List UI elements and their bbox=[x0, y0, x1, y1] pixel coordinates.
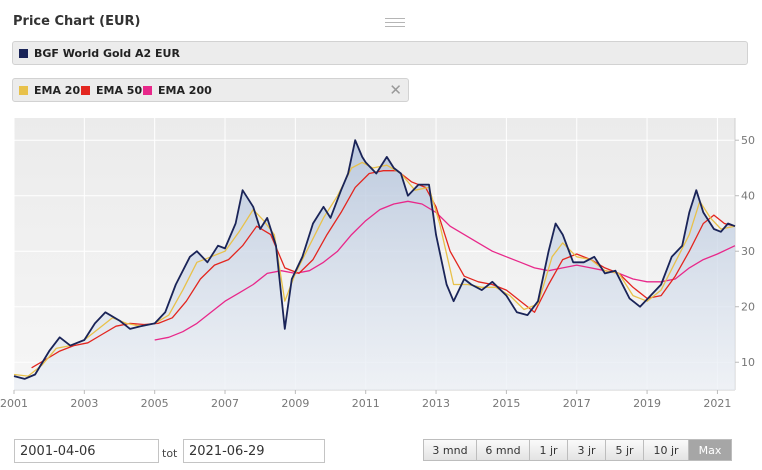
series-legend-bar: BGF World Gold A2 EUR bbox=[12, 41, 748, 65]
ema-200-color-swatch bbox=[143, 86, 152, 95]
x-tick-label: 2013 bbox=[422, 397, 450, 410]
range-button-10-jr[interactable]: 10 jr bbox=[644, 439, 689, 461]
legend-item-ema-50[interactable]: EMA 50 bbox=[81, 84, 142, 97]
x-tick-label: 2019 bbox=[633, 397, 661, 410]
date-range-separator: tot bbox=[162, 447, 178, 460]
date-to-input[interactable] bbox=[183, 439, 325, 463]
y-tick-label: 50 bbox=[741, 134, 755, 147]
legend-label-ema-20: EMA 20 bbox=[34, 84, 81, 97]
x-tick-label: 2005 bbox=[141, 397, 169, 410]
series-line-bgf-world-gold-a2-eur bbox=[13, 139, 736, 380]
x-tick-label: 2017 bbox=[563, 397, 591, 410]
series-line-ema-200 bbox=[154, 200, 736, 341]
close-icon[interactable]: ✕ bbox=[389, 81, 402, 99]
x-tick-label: 2001 bbox=[0, 397, 28, 410]
x-tick-label: 2003 bbox=[70, 397, 98, 410]
ema-20-color-swatch bbox=[19, 86, 28, 95]
y-tick-label: 30 bbox=[741, 245, 755, 258]
price-chart: 10 20 30 40 50 2001 2003 2005 2007 2009 2011 2013 20… bbox=[0, 118, 755, 410]
legend-label-ema-200: EMA 200 bbox=[158, 84, 212, 97]
legend-label-ema-50: EMA 50 bbox=[96, 84, 143, 97]
range-selector: 3 mnd 6 mnd 1 jr 3 jr 5 jr 10 jr Max bbox=[423, 439, 732, 461]
range-button-6-mnd[interactable]: 6 mnd bbox=[477, 439, 530, 461]
range-button-3-jr[interactable]: 3 jr bbox=[568, 439, 606, 461]
x-tick-label: 2009 bbox=[281, 397, 309, 410]
legend-item-series[interactable]: BGF World Gold A2 EUR bbox=[19, 47, 180, 60]
y-tick-label: 40 bbox=[741, 190, 755, 203]
drag-handle-icon[interactable] bbox=[385, 18, 405, 27]
chart-title: Price Chart (EUR) bbox=[13, 14, 141, 29]
y-tick-label: 10 bbox=[741, 356, 755, 369]
x-tick-label: 2011 bbox=[352, 397, 380, 410]
y-tick-label: 20 bbox=[741, 301, 755, 314]
x-tick-label: 2015 bbox=[492, 397, 520, 410]
ema-legend-bar: EMA 20 EMA 50 EMA 200 ✕ bbox=[12, 78, 409, 102]
legend-item-ema-20[interactable]: EMA 20 bbox=[19, 84, 80, 97]
ema-50-color-swatch bbox=[81, 86, 90, 95]
range-button-5-jr[interactable]: 5 jr bbox=[606, 439, 644, 461]
range-button-max[interactable]: Max bbox=[689, 439, 732, 461]
range-button-3-mnd[interactable]: 3 mnd bbox=[423, 439, 477, 461]
price-area-fill bbox=[14, 140, 735, 390]
range-button-1-jr[interactable]: 1 jr bbox=[530, 439, 568, 461]
x-tick-label: 2021 bbox=[703, 397, 731, 410]
date-from-input[interactable] bbox=[14, 439, 159, 463]
x-tick-label: 2007 bbox=[211, 397, 239, 410]
legend-label-series: BGF World Gold A2 EUR bbox=[34, 47, 180, 60]
legend-item-ema-200[interactable]: EMA 200 bbox=[143, 84, 212, 97]
series-color-swatch bbox=[19, 49, 28, 58]
